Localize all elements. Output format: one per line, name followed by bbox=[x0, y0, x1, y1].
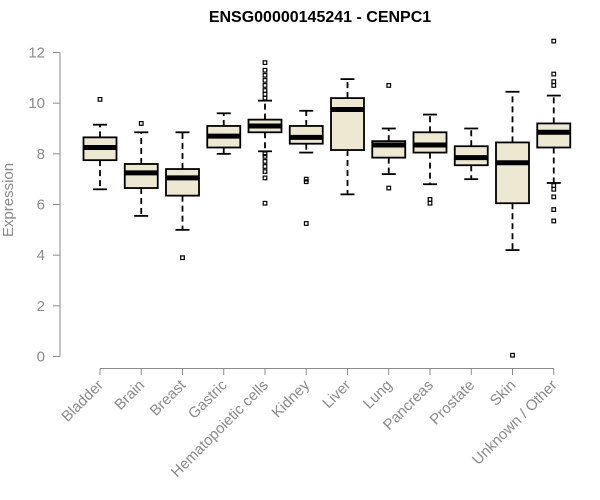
x-tick-label: Liver bbox=[319, 377, 354, 412]
iqr-box bbox=[330, 97, 365, 151]
box-lung bbox=[371, 83, 407, 191]
outlier-point bbox=[551, 38, 557, 44]
x-tick-label: Lung bbox=[360, 377, 396, 413]
x-tick-label: Bladder bbox=[58, 377, 107, 426]
box-kidney bbox=[288, 109, 324, 226]
iqr-box bbox=[288, 125, 324, 145]
outlier-point bbox=[303, 179, 309, 185]
box-skin bbox=[495, 90, 530, 358]
outlier-point bbox=[551, 79, 557, 85]
chart-title: ENSG00000145241 - CENPC1 bbox=[209, 9, 431, 26]
outlier-point bbox=[262, 60, 268, 66]
outlier-point bbox=[551, 71, 557, 77]
outlier-point bbox=[262, 159, 268, 164]
box-prostate bbox=[453, 127, 489, 181]
outlier-point bbox=[262, 77, 268, 83]
outlier-point bbox=[262, 151, 268, 157]
outlier-point bbox=[551, 194, 557, 200]
iqr-box bbox=[123, 163, 159, 189]
box-brain bbox=[123, 121, 159, 217]
y-tick-label: 12 bbox=[28, 45, 45, 62]
box-liver bbox=[330, 78, 365, 196]
iqr-box bbox=[495, 141, 530, 205]
x-tick-label: Breast bbox=[147, 376, 190, 419]
outlier-point bbox=[386, 83, 392, 88]
x-tick-label: Prostate bbox=[427, 377, 479, 429]
y-axis: 0 2 4 6 8 10 12 bbox=[28, 45, 61, 366]
outlier-point bbox=[97, 96, 103, 102]
outlier-point bbox=[427, 200, 433, 206]
x-tick-label: Brain bbox=[111, 377, 148, 414]
y-tick-label: 10 bbox=[28, 95, 45, 112]
iqr-box bbox=[165, 168, 200, 197]
outlier-point bbox=[262, 175, 268, 181]
outlier-point bbox=[262, 67, 268, 73]
outlier-point bbox=[262, 153, 268, 159]
y-tick-label: 4 bbox=[37, 247, 45, 264]
outlier-point bbox=[303, 176, 309, 182]
outlier-point bbox=[551, 186, 557, 192]
outlier-point bbox=[551, 83, 557, 88]
box-hematopoietic-cells bbox=[247, 60, 283, 206]
outlier-point bbox=[262, 200, 268, 206]
x-tick-label: Kidney bbox=[269, 376, 314, 421]
outlier-point bbox=[262, 72, 268, 78]
outlier-point bbox=[551, 218, 557, 224]
box-pancreas bbox=[412, 113, 448, 206]
box-breast bbox=[165, 131, 200, 261]
iqr-box bbox=[412, 131, 448, 154]
outlier-point bbox=[262, 88, 268, 93]
box-gastric bbox=[206, 112, 242, 155]
outlier-point bbox=[551, 207, 557, 212]
box-bladder bbox=[82, 96, 118, 191]
y-axis-label: Expression bbox=[0, 163, 17, 237]
outlier-point bbox=[510, 352, 515, 358]
outlier-point bbox=[427, 197, 433, 202]
y-tick-label: 8 bbox=[37, 146, 45, 163]
outlier-point bbox=[386, 185, 392, 191]
iqr-box bbox=[536, 122, 572, 149]
outlier-point bbox=[303, 221, 309, 226]
outlier-point bbox=[262, 169, 268, 174]
y-tick-label: 6 bbox=[37, 197, 45, 214]
y-tick-label: 0 bbox=[37, 349, 45, 366]
box-unknown-other bbox=[536, 38, 572, 224]
outlier-point bbox=[262, 164, 268, 169]
outlier-point bbox=[262, 83, 268, 88]
boxes-group bbox=[82, 38, 572, 358]
x-tick-label: Skin bbox=[487, 377, 520, 410]
outlier-point bbox=[262, 91, 268, 97]
outlier-point bbox=[262, 95, 268, 101]
outlier-point bbox=[180, 255, 185, 261]
outlier-point bbox=[551, 183, 557, 188]
y-tick-label: 2 bbox=[37, 298, 45, 315]
outlier-point bbox=[138, 121, 144, 126]
